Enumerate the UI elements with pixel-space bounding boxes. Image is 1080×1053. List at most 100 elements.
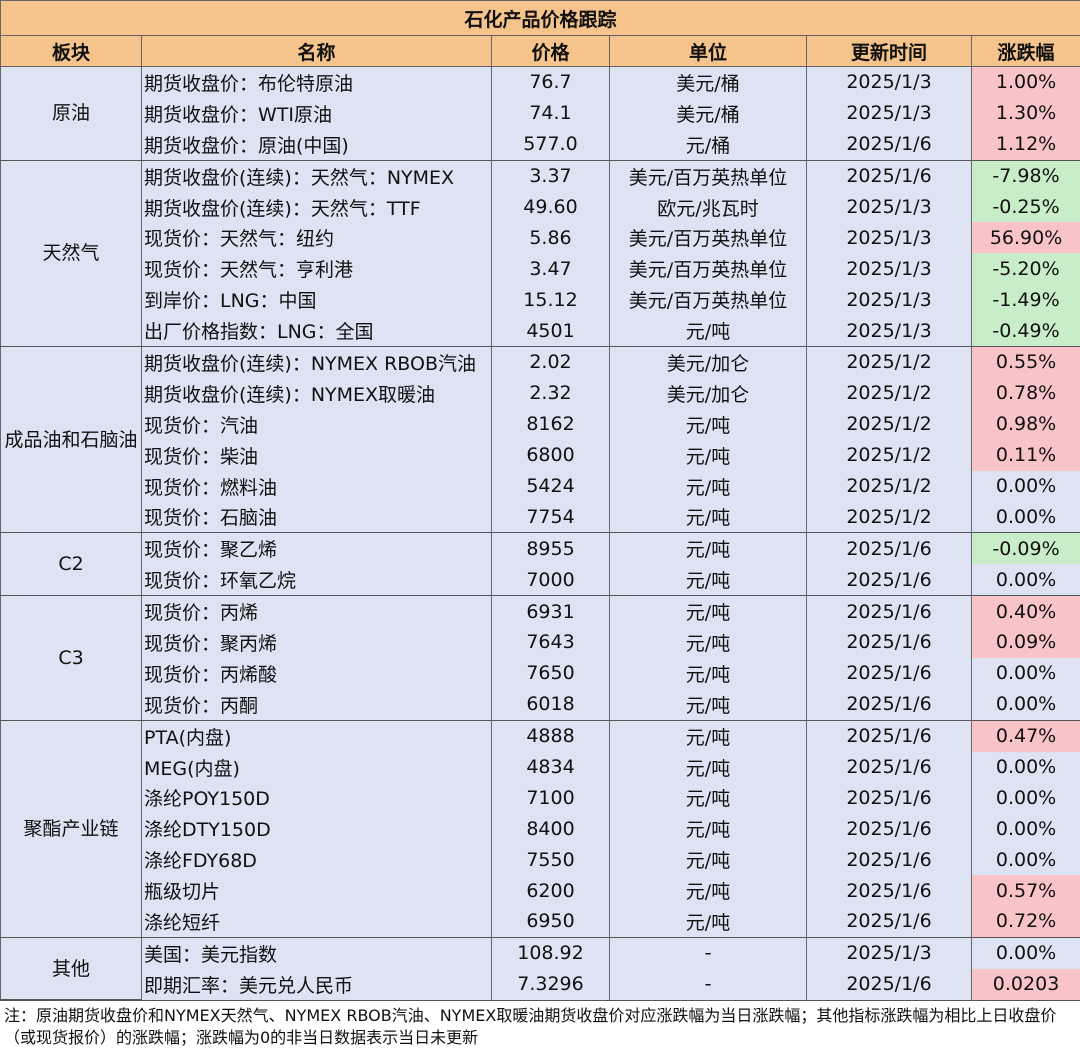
item-name: 涤纶FDY68D: [142, 844, 492, 875]
group-name: 聚酯产业链: [1, 720, 142, 937]
price: 7650: [492, 658, 610, 689]
item-name: MEG(内盘): [142, 752, 492, 783]
price: 7754: [492, 501, 610, 532]
unit: -: [610, 937, 807, 968]
unit: 美元/桶: [610, 67, 807, 98]
item-name: 现货价：丙烯: [142, 596, 492, 627]
update-date: 2025/1/2: [807, 501, 972, 532]
price: 4834: [492, 752, 610, 783]
item-name: 到岸价：LNG：中国: [142, 284, 492, 315]
item-name: 现货价：石脑油: [142, 501, 492, 532]
change: 0.00%: [972, 844, 1080, 875]
unit: 元/吨: [610, 906, 807, 937]
unit: 美元/加仑: [610, 378, 807, 409]
price: 6800: [492, 440, 610, 471]
update-date: 2025/1/3: [807, 284, 972, 315]
group-name: C2: [1, 533, 142, 596]
price: 6018: [492, 689, 610, 720]
update-date: 2025/1/2: [807, 440, 972, 471]
item-name: 现货价：柴油: [142, 440, 492, 471]
change: 0.00%: [972, 564, 1080, 595]
change: 0.78%: [972, 378, 1080, 409]
item-name: 涤纶POY150D: [142, 782, 492, 813]
unit: 元/吨: [610, 844, 807, 875]
update-date: 2025/1/6: [807, 906, 972, 937]
change: 56.90%: [972, 222, 1080, 253]
price: 7.3296: [492, 969, 610, 1000]
price: 7643: [492, 627, 610, 658]
item-name: 期货收盘价(连续)：天然气：TTF: [142, 192, 492, 223]
change: 1.12%: [972, 129, 1080, 160]
unit: 元/吨: [610, 533, 807, 564]
item-name: 期货收盘价(连续)：NYMEX取暖油: [142, 378, 492, 409]
update-date: 2025/1/3: [807, 67, 972, 98]
update-date: 2025/1/6: [807, 160, 972, 191]
change: 0.0203: [972, 969, 1080, 1000]
price: 76.7: [492, 67, 610, 98]
update-date: 2025/1/6: [807, 782, 972, 813]
item-name: 期货收盘价：布伦特原油: [142, 67, 492, 98]
title-row: 石化产品价格跟踪: [1, 1, 1080, 36]
price: 2.02: [492, 347, 610, 378]
unit: -: [610, 969, 807, 1000]
unit: 元/吨: [610, 658, 807, 689]
change: 0.00%: [972, 471, 1080, 502]
change: 0.47%: [972, 720, 1080, 751]
change: 0.00%: [972, 813, 1080, 844]
unit: 元/吨: [610, 752, 807, 783]
column-header: 价格: [492, 36, 610, 67]
column-header: 板块: [1, 36, 142, 67]
update-date: 2025/1/3: [807, 315, 972, 346]
item-name: 现货价：聚丙烯: [142, 627, 492, 658]
unit: 元/吨: [610, 440, 807, 471]
price: 6950: [492, 906, 610, 937]
update-date: 2025/1/2: [807, 409, 972, 440]
update-date: 2025/1/6: [807, 844, 972, 875]
update-date: 2025/1/6: [807, 813, 972, 844]
column-header: 名称: [142, 36, 492, 67]
unit: 元/桶: [610, 129, 807, 160]
price: 4888: [492, 720, 610, 751]
item-name: 现货价：丙烯酸: [142, 658, 492, 689]
update-date: 2025/1/3: [807, 98, 972, 129]
header-row: 板块名称价格单位更新时间涨跌幅: [1, 36, 1080, 67]
update-date: 2025/1/2: [807, 347, 972, 378]
unit: 元/吨: [610, 720, 807, 751]
unit: 美元/百万英热单位: [610, 284, 807, 315]
item-name: 现货价：燃料油: [142, 471, 492, 502]
price: 8400: [492, 813, 610, 844]
item-name: PTA(内盘): [142, 720, 492, 751]
group-name: 天然气: [1, 160, 142, 346]
change: -0.09%: [972, 533, 1080, 564]
unit: 美元/加仑: [610, 347, 807, 378]
group-name: C3: [1, 596, 142, 721]
price: 7000: [492, 564, 610, 595]
update-date: 2025/1/6: [807, 564, 972, 595]
price: 6931: [492, 596, 610, 627]
change: 0.57%: [972, 875, 1080, 906]
change: -0.25%: [972, 192, 1080, 223]
change: 0.00%: [972, 752, 1080, 783]
unit: 元/吨: [610, 627, 807, 658]
price: 577.0: [492, 129, 610, 160]
change: -5.20%: [972, 253, 1080, 284]
update-date: 2025/1/6: [807, 627, 972, 658]
item-name: 涤纶DTY150D: [142, 813, 492, 844]
change: 0.55%: [972, 347, 1080, 378]
update-date: 2025/1/2: [807, 471, 972, 502]
